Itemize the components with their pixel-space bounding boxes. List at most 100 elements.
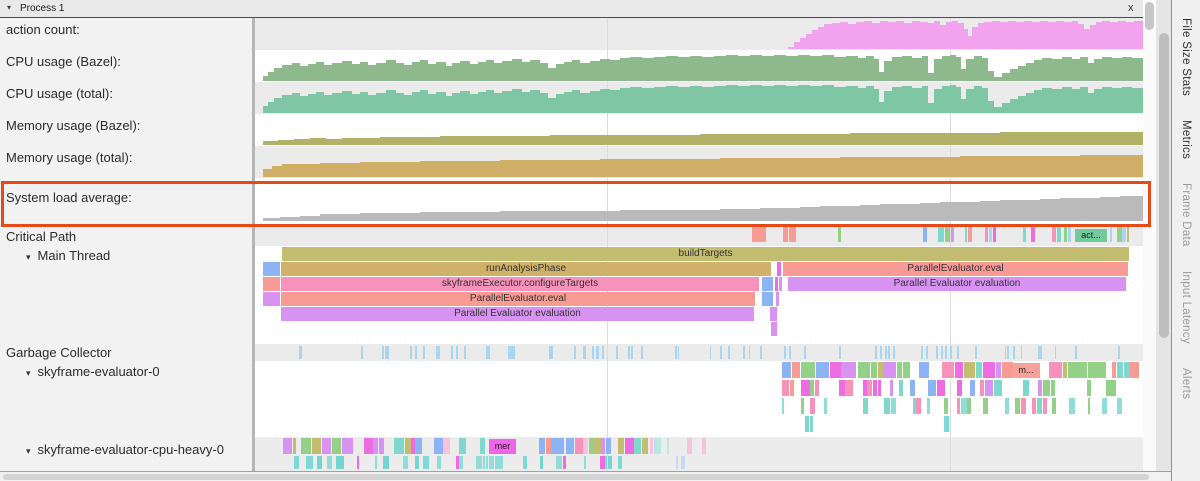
track-row-cpu-total[interactable] bbox=[255, 82, 1143, 114]
evaluator0-row1-slice[interactable] bbox=[1105, 380, 1113, 396]
cpu-heavy-row0-slice[interactable] bbox=[364, 438, 373, 454]
cpu-heavy-row0-slice[interactable] bbox=[656, 438, 661, 454]
cpu-heavy-row0-slice[interactable] bbox=[653, 438, 656, 454]
critical-path-slices-slice[interactable] bbox=[1126, 227, 1130, 242]
evaluator0-row1-slice[interactable] bbox=[1112, 380, 1117, 396]
cpu-heavy-row1-slice[interactable] bbox=[436, 456, 441, 469]
evaluator0-row2-slice[interactable] bbox=[884, 398, 890, 414]
critical-path-slices-slice[interactable] bbox=[984, 227, 989, 242]
cpu-heavy-row1-slice[interactable] bbox=[523, 456, 527, 469]
cpu-heavy-row1-slice[interactable] bbox=[680, 456, 685, 469]
gc-ticks-slice[interactable] bbox=[361, 346, 364, 359]
evaluator0-row1-slice[interactable] bbox=[1023, 380, 1030, 396]
gc-ticks-slice[interactable] bbox=[628, 346, 630, 359]
flame-slice-runanalysisphase[interactable]: runAnalysisPhase bbox=[281, 262, 771, 276]
evaluator0-row0-slice[interactable] bbox=[995, 362, 1002, 378]
cpu-heavy-row0-slice[interactable] bbox=[378, 438, 384, 454]
cpu-heavy-row0-slice[interactable] bbox=[433, 438, 443, 454]
evaluator0-row1-slice[interactable] bbox=[1087, 380, 1091, 396]
inner-scrollbar-thumb[interactable] bbox=[1145, 2, 1154, 30]
cpu-heavy-row1-slice[interactable] bbox=[485, 456, 489, 469]
flame-slice[interactable] bbox=[263, 292, 280, 306]
evaluator0-row2-slice[interactable] bbox=[1004, 398, 1010, 414]
evaluator0-row2-slice[interactable] bbox=[983, 398, 989, 414]
evaluator0-row0-slice[interactable] bbox=[1123, 362, 1130, 378]
cpu-heavy-row1-slice[interactable] bbox=[383, 456, 390, 469]
gc-ticks-slice[interactable] bbox=[1074, 346, 1077, 359]
evaluator0-row1-slice[interactable] bbox=[937, 380, 945, 396]
cpu-heavy-row0-slice[interactable] bbox=[625, 438, 634, 454]
evaluator0-row0-slice[interactable] bbox=[877, 362, 883, 378]
critical-path-slices-slice[interactable] bbox=[992, 227, 996, 242]
gc-ticks-slice[interactable] bbox=[455, 346, 458, 359]
evaluator0-row2-slice[interactable] bbox=[1052, 398, 1056, 414]
evaluator0-row0-slice[interactable] bbox=[1100, 362, 1106, 378]
gc-ticks-slice[interactable] bbox=[486, 346, 488, 359]
gc-ticks-slice[interactable] bbox=[804, 346, 807, 359]
flame-slice[interactable] bbox=[779, 277, 782, 291]
evaluator0-row0-slice[interactable] bbox=[1001, 362, 1014, 378]
gc-ticks-slice[interactable] bbox=[574, 346, 576, 359]
labeled-slice-mer-block[interactable]: mer bbox=[489, 439, 516, 454]
cpu-heavy-row0-slice[interactable] bbox=[545, 438, 551, 454]
evaluator0-row0-slice[interactable] bbox=[1112, 362, 1117, 378]
flame-slice-parallelevaluator-eval[interactable]: ParallelEvaluator.eval bbox=[281, 292, 755, 306]
cpu-heavy-row1-slice[interactable] bbox=[583, 456, 587, 469]
evaluator0-row1-slice[interactable] bbox=[970, 380, 976, 396]
evaluator0-row0-slice[interactable] bbox=[1087, 362, 1100, 378]
gc-ticks-slice[interactable] bbox=[1040, 346, 1043, 359]
cpu-heavy-row1-slice[interactable] bbox=[415, 456, 420, 469]
gc-ticks-slice[interactable] bbox=[875, 346, 877, 359]
cpu-heavy-row0-slice[interactable] bbox=[617, 438, 625, 454]
evaluator0-row1-slice[interactable] bbox=[877, 380, 881, 396]
cpu-heavy-row1-slice[interactable] bbox=[540, 456, 543, 469]
cpu-heavy-row0-slice[interactable] bbox=[605, 438, 612, 454]
cpu-heavy-row1-slice[interactable] bbox=[562, 456, 566, 469]
track-row-sys-load[interactable] bbox=[255, 178, 1143, 224]
cpu-heavy-row0-slice[interactable] bbox=[311, 438, 322, 454]
cpu-heavy-row1-slice[interactable] bbox=[305, 456, 313, 469]
evaluator0-row1-slice[interactable] bbox=[789, 380, 795, 396]
cpu-heavy-row0-slice[interactable] bbox=[411, 438, 415, 454]
evaluator0-row1-slice[interactable] bbox=[872, 380, 878, 396]
evaluator0-row0-slice[interactable] bbox=[800, 362, 816, 378]
gc-ticks-slice[interactable] bbox=[727, 346, 730, 359]
gc-ticks-slice[interactable] bbox=[789, 346, 792, 359]
labeled-slice-m-block[interactable]: m... bbox=[1012, 363, 1040, 378]
cpu-heavy-row0-slice[interactable] bbox=[557, 438, 564, 454]
cpu-heavy-row1-slice[interactable] bbox=[482, 456, 485, 469]
evaluator0-row1-slice[interactable] bbox=[928, 380, 937, 396]
cpu-heavy-row1-slice[interactable] bbox=[293, 456, 300, 469]
cpu-heavy-row1-slice[interactable] bbox=[498, 456, 503, 469]
gc-ticks-slice[interactable] bbox=[463, 346, 466, 359]
gc-ticks-slice[interactable] bbox=[451, 346, 453, 359]
flame-slice-parallel-evaluator-evaluation[interactable]: Parallel Evaluator evaluation bbox=[788, 277, 1126, 291]
critical-path-slices-slice[interactable] bbox=[1052, 227, 1056, 242]
inner-scrollbar-track[interactable] bbox=[1143, 0, 1156, 471]
critical-path-slices-slice[interactable] bbox=[964, 227, 968, 242]
critical-path-slices-slice[interactable] bbox=[759, 227, 766, 242]
critical-path-slices-slice[interactable] bbox=[937, 227, 942, 242]
gc-ticks-slice[interactable] bbox=[783, 346, 787, 359]
cpu-heavy-row1-slice[interactable] bbox=[402, 456, 409, 469]
side-tab-metrics[interactable]: Metrics bbox=[1180, 120, 1192, 160]
evaluator0-row1-slice[interactable] bbox=[867, 380, 872, 396]
cpu-heavy-row0-slice[interactable] bbox=[459, 438, 467, 454]
evaluator0-row3-slice[interactable] bbox=[809, 416, 813, 432]
critical-path-slices-slice[interactable] bbox=[942, 227, 945, 242]
flame-slice-parallelevaluator-eval[interactable]: ParallelEvaluator.eval bbox=[783, 262, 1128, 276]
evaluator0-row0-slice[interactable] bbox=[964, 362, 976, 378]
evaluator0-row1-slice[interactable] bbox=[980, 380, 985, 396]
cpu-heavy-row0-slice[interactable] bbox=[594, 438, 601, 454]
side-tab-input-latency[interactable]: Input Latency bbox=[1180, 270, 1192, 344]
evaluator0-row2-slice[interactable] bbox=[782, 398, 785, 414]
evaluator0-row0-slice[interactable] bbox=[791, 362, 801, 378]
evaluator0-row2-slice[interactable] bbox=[810, 398, 815, 414]
cpu-heavy-row1-slice[interactable] bbox=[599, 456, 605, 469]
cpu-heavy-row0-slice[interactable] bbox=[601, 438, 605, 454]
critical-path-slices-slice[interactable] bbox=[1064, 227, 1067, 242]
gc-ticks-slice[interactable] bbox=[674, 346, 677, 359]
gc-ticks-slice[interactable] bbox=[1006, 346, 1009, 359]
side-tab-file-size-stats[interactable]: File Size Stats bbox=[1180, 18, 1192, 96]
evaluator0-row0-slice[interactable] bbox=[942, 362, 955, 378]
